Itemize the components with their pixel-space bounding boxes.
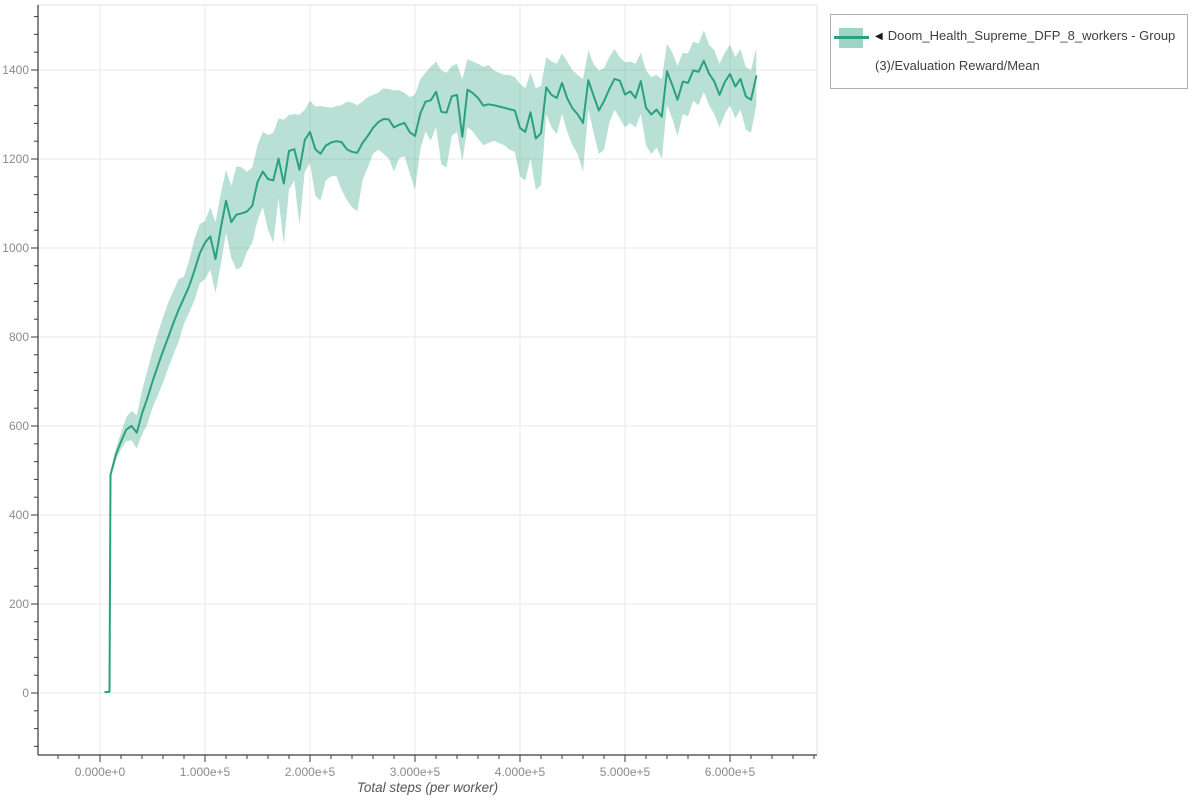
x-tick-label: 4.000e+5: [495, 765, 546, 779]
y-tick-label: 600: [9, 419, 29, 433]
collapse-triangle-icon[interactable]: ◀: [875, 31, 883, 42]
legend-swatch: [834, 28, 869, 48]
x-tick-label: 5.000e+5: [600, 765, 651, 779]
legend: ◀ Doom_Health_Supreme_DFP_8_workers - Gro…: [830, 14, 1188, 89]
x-tick-label: 2.000e+5: [285, 765, 336, 779]
y-tick-label: 1400: [2, 63, 29, 77]
y-tick-label: 1200: [2, 152, 29, 166]
legend-item[interactable]: ◀ Doom_Health_Supreme_DFP_8_workers - Gro…: [875, 22, 1179, 80]
mean-line[interactable]: [104, 59, 758, 694]
y-tick-label: 400: [9, 508, 29, 522]
y-tick-label: 0: [22, 686, 29, 700]
legend-series-label: Doom_Health_Supreme_DFP_8_workers - Grou…: [875, 28, 1176, 73]
x-tick-label: 0.000e+0: [75, 765, 126, 779]
x-tick-label: 3.000e+5: [390, 765, 441, 779]
y-tick-label: 1000: [2, 241, 29, 255]
legend-line-swatch: [834, 36, 869, 39]
x-axis-title: Total steps (per worker): [356, 780, 499, 795]
y-tick-label: 200: [9, 597, 29, 611]
x-tick-label: 6.000e+5: [705, 765, 756, 779]
x-tick-label: 1.000e+5: [180, 765, 231, 779]
confidence-band: [105, 30, 757, 693]
y-tick-label: 800: [9, 330, 29, 344]
